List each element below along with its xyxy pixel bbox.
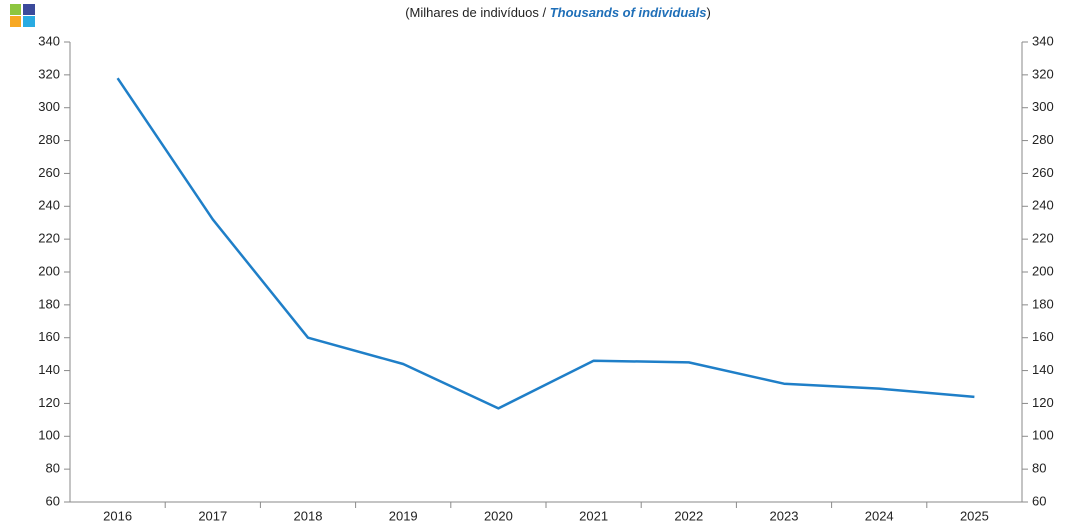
y-tick-label: 280 [38, 132, 60, 147]
y2-tick-label: 320 [1032, 66, 1054, 81]
y-tick-label: 340 [38, 33, 60, 48]
y2-tick-label: 200 [1032, 263, 1054, 278]
title-part: Thousands of individuals [550, 5, 707, 20]
y2-tick-label: 220 [1032, 231, 1054, 246]
y-tick-label: 320 [38, 66, 60, 81]
title-part: (Milhares de indivíduos / [405, 5, 550, 20]
x-tick-label: 2020 [484, 508, 513, 523]
y2-tick-label: 300 [1032, 99, 1054, 114]
y-tick-label: 140 [38, 362, 60, 377]
y2-tick-label: 60 [1032, 493, 1046, 508]
x-tick-label: 2018 [294, 508, 323, 523]
data-line [116, 77, 975, 410]
y2-tick-label: 260 [1032, 165, 1054, 180]
y-tick-label: 240 [38, 198, 60, 213]
y2-tick-label: 160 [1032, 329, 1054, 344]
title-part: ) [706, 5, 710, 20]
x-tick-label: 2023 [770, 508, 799, 523]
y-tick-label: 180 [38, 296, 60, 311]
y-tick-label: 260 [38, 165, 60, 180]
logo-square [23, 16, 35, 27]
y-tick-label: 60 [46, 493, 60, 508]
x-tick-label: 2022 [674, 508, 703, 523]
logo-square [10, 16, 21, 27]
logo-square [23, 4, 35, 15]
x-tick-label: 2024 [865, 508, 894, 523]
y-tick-label: 80 [46, 461, 60, 476]
x-tick-label: 2019 [389, 508, 418, 523]
y-tick-label: 120 [38, 395, 60, 410]
x-tick-label: 2016 [103, 508, 132, 523]
x-tick-label: 2021 [579, 508, 608, 523]
y-tick-label: 100 [38, 428, 60, 443]
y2-tick-label: 280 [1032, 132, 1054, 147]
y2-tick-label: 120 [1032, 395, 1054, 410]
y-tick-label: 300 [38, 99, 60, 114]
y-tick-label: 160 [38, 329, 60, 344]
logo [10, 4, 35, 27]
x-tick-label: 2025 [960, 508, 989, 523]
x-tick-label: 2017 [198, 508, 227, 523]
y2-tick-label: 340 [1032, 33, 1054, 48]
y-tick-label: 220 [38, 231, 60, 246]
y-tick-label: 200 [38, 263, 60, 278]
y2-tick-label: 180 [1032, 296, 1054, 311]
chart-title: (Milhares de indivíduos / Thousands of i… [405, 5, 711, 20]
y2-tick-label: 240 [1032, 198, 1054, 213]
y2-tick-label: 140 [1032, 362, 1054, 377]
logo-square [10, 4, 21, 15]
y2-tick-label: 80 [1032, 461, 1046, 476]
y2-tick-label: 100 [1032, 428, 1054, 443]
